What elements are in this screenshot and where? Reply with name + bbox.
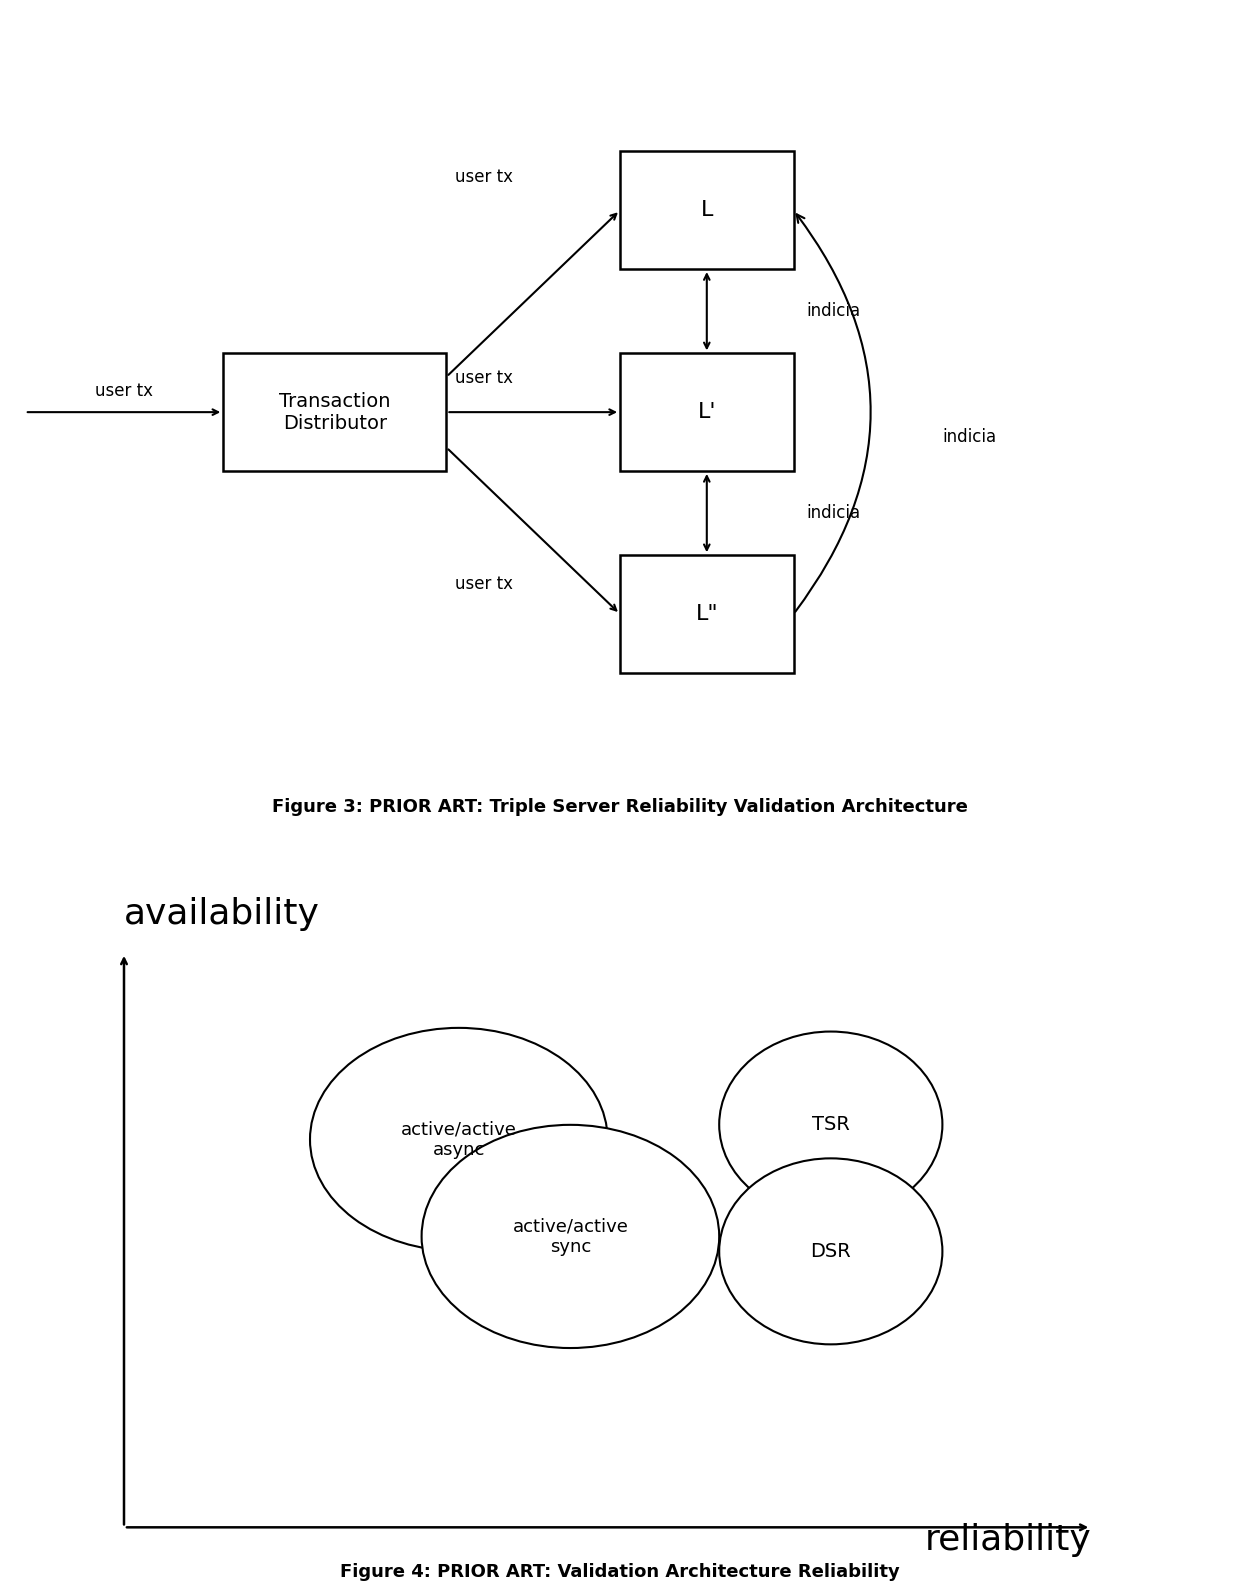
FancyArrowPatch shape xyxy=(795,214,870,613)
Text: DSR: DSR xyxy=(811,1243,851,1260)
Text: L": L" xyxy=(696,605,718,624)
Ellipse shape xyxy=(310,1028,608,1251)
Ellipse shape xyxy=(422,1125,719,1347)
Text: user tx: user tx xyxy=(455,168,512,186)
Text: reliability: reliability xyxy=(925,1524,1091,1557)
Text: Transaction
Distributor: Transaction Distributor xyxy=(279,392,391,433)
Text: indicia: indicia xyxy=(942,428,997,446)
Text: L: L xyxy=(701,200,713,221)
FancyBboxPatch shape xyxy=(620,354,794,471)
Text: Figure 4: PRIOR ART: Validation Architecture Reliability: Figure 4: PRIOR ART: Validation Architec… xyxy=(340,1563,900,1581)
FancyBboxPatch shape xyxy=(620,555,794,673)
Text: indicia: indicia xyxy=(806,505,861,522)
Text: availability: availability xyxy=(124,897,320,930)
Text: TSR: TSR xyxy=(812,1116,849,1135)
Text: user tx: user tx xyxy=(95,382,153,400)
Text: user tx: user tx xyxy=(455,370,512,387)
Text: active/active
sync: active/active sync xyxy=(512,1217,629,1255)
Text: user tx: user tx xyxy=(455,574,512,594)
Ellipse shape xyxy=(719,1159,942,1344)
Text: indicia: indicia xyxy=(806,302,861,321)
Ellipse shape xyxy=(719,1032,942,1217)
Text: L': L' xyxy=(698,402,715,422)
Text: Figure 3: PRIOR ART: Triple Server Reliability Validation Architecture: Figure 3: PRIOR ART: Triple Server Relia… xyxy=(272,798,968,816)
Text: active/active
async: active/active async xyxy=(401,1120,517,1159)
FancyBboxPatch shape xyxy=(620,151,794,270)
FancyBboxPatch shape xyxy=(223,354,446,471)
